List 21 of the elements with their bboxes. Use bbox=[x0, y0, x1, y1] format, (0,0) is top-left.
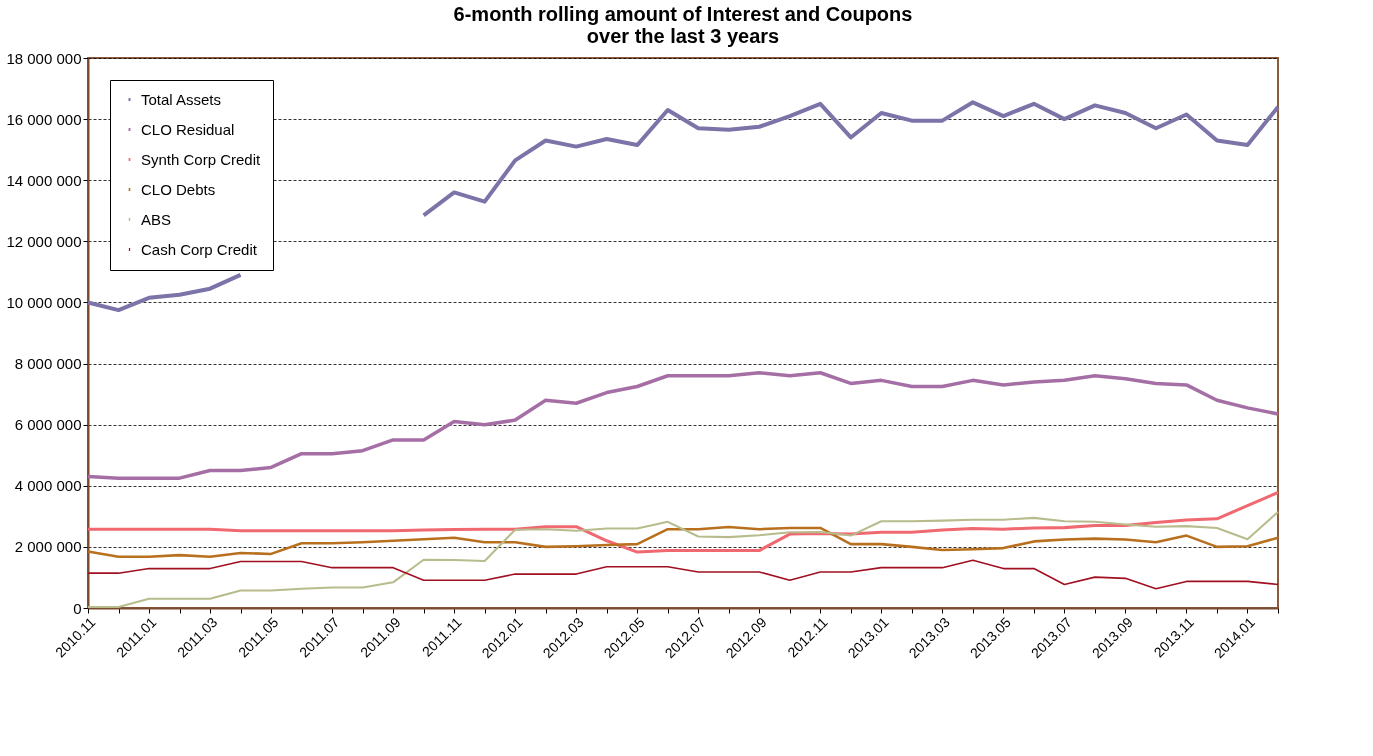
y-tick-label: 0 bbox=[73, 599, 82, 617]
y-tick-label: 14 000 000 bbox=[6, 171, 82, 189]
line-series bbox=[86, 525, 1280, 558]
y-tick-label: 6 000 000 bbox=[14, 416, 82, 434]
legend-label: Total Assets bbox=[141, 90, 222, 108]
legend-label: CLO Debts bbox=[141, 180, 216, 198]
y-tick-label: 4 000 000 bbox=[14, 477, 82, 495]
line-series bbox=[87, 559, 1279, 590]
legend-label: Cash Corp Credit bbox=[141, 240, 258, 258]
line-series bbox=[86, 490, 1280, 554]
y-tick-label: 10 000 000 bbox=[6, 293, 82, 311]
y-tick-label: 18 000 000 bbox=[6, 49, 82, 67]
legend-label: Synth Corp Credit bbox=[141, 150, 262, 168]
legend-label: ABS bbox=[141, 210, 172, 228]
chart-title: 6-month rolling amount of Interest and Coupons over the last 3 years bbox=[453, 3, 913, 47]
y-tick-label: 16 000 000 bbox=[6, 110, 82, 128]
line-series bbox=[86, 370, 1280, 480]
y-tick-label: 12 000 000 bbox=[6, 232, 82, 250]
legend-label: CLO Residual bbox=[141, 120, 235, 138]
y-tick-label: 8 000 000 bbox=[14, 355, 82, 373]
y-tick-label: 2 000 000 bbox=[14, 538, 82, 556]
